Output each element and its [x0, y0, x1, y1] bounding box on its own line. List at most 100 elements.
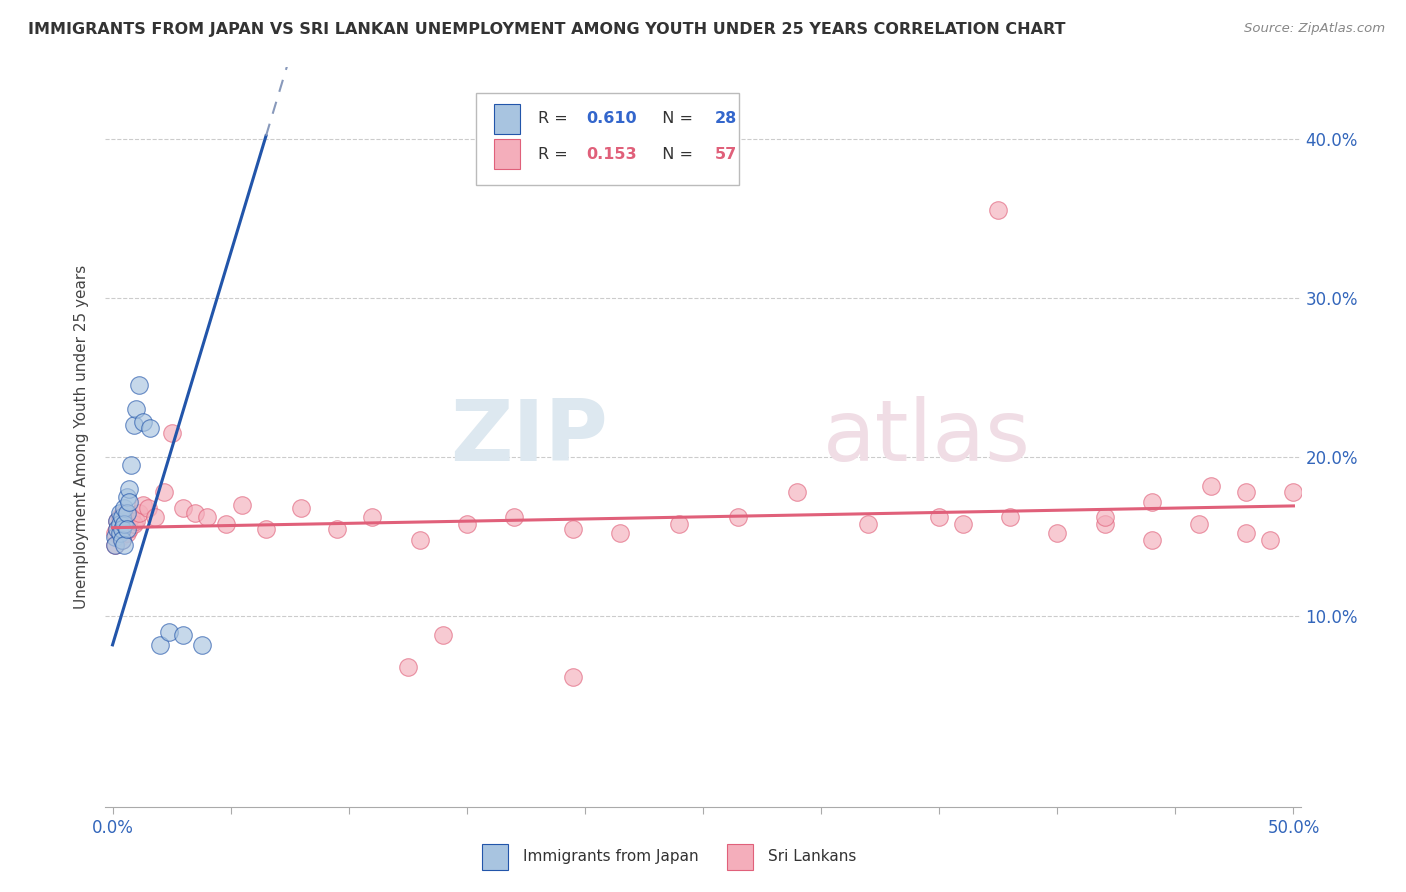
Point — [396, 660, 419, 674]
Point — [952, 516, 974, 531]
Point — [112, 516, 135, 531]
Point — [118, 522, 141, 536]
Point — [125, 402, 148, 417]
Text: R =: R = — [538, 147, 574, 161]
Point — [1094, 510, 1116, 524]
Point — [120, 510, 142, 524]
Point — [115, 506, 138, 520]
Point — [118, 482, 141, 496]
Point — [108, 526, 131, 541]
FancyBboxPatch shape — [475, 93, 740, 186]
Text: 0.610: 0.610 — [586, 112, 637, 127]
Point — [609, 526, 631, 541]
Point — [120, 458, 142, 472]
Point — [1046, 526, 1069, 541]
Point — [108, 510, 131, 524]
Point — [122, 418, 145, 433]
Point — [115, 490, 138, 504]
Point — [128, 378, 150, 392]
Point — [987, 203, 1010, 218]
Point — [157, 625, 180, 640]
Point — [562, 522, 585, 536]
Point — [172, 628, 194, 642]
Point — [104, 537, 127, 551]
Point — [111, 533, 134, 547]
Point — [858, 516, 880, 531]
Text: ZIP: ZIP — [450, 395, 607, 479]
Point — [104, 537, 127, 551]
Point — [361, 510, 384, 524]
Point — [132, 415, 155, 429]
Text: atlas: atlas — [823, 395, 1031, 479]
Bar — [494, 104, 520, 134]
Point — [125, 514, 148, 528]
Text: N =: N = — [651, 147, 697, 161]
Point — [184, 506, 207, 520]
Text: Sri Lankans: Sri Lankans — [768, 849, 856, 864]
Point — [1234, 526, 1257, 541]
Point — [105, 522, 128, 536]
Point — [1188, 516, 1211, 531]
Text: 0.153: 0.153 — [586, 147, 637, 161]
Point — [108, 516, 131, 531]
Point — [1199, 478, 1222, 492]
Point — [104, 526, 127, 541]
Point — [108, 530, 131, 544]
Point — [111, 522, 134, 536]
Text: R =: R = — [538, 112, 574, 127]
Point — [456, 516, 478, 531]
Point — [1094, 516, 1116, 531]
Point — [115, 526, 138, 541]
Point — [105, 522, 128, 536]
Point — [998, 510, 1021, 524]
Point — [290, 500, 312, 515]
Point — [562, 670, 585, 684]
Point — [254, 522, 277, 536]
Point — [191, 638, 214, 652]
Point — [139, 421, 162, 435]
Point — [115, 522, 138, 536]
Point — [112, 500, 135, 515]
Point — [1282, 485, 1305, 500]
Point — [215, 516, 238, 531]
Point — [1258, 533, 1281, 547]
Y-axis label: Unemployment Among Youth under 25 years: Unemployment Among Youth under 25 years — [75, 265, 90, 609]
Text: IMMIGRANTS FROM JAPAN VS SRI LANKAN UNEMPLOYMENT AMONG YOUTH UNDER 25 YEARS CORR: IMMIGRANTS FROM JAPAN VS SRI LANKAN UNEM… — [28, 22, 1066, 37]
Point — [503, 510, 526, 524]
Point — [112, 516, 135, 531]
Point — [111, 522, 134, 536]
Point — [668, 516, 690, 531]
Point — [195, 510, 218, 524]
Text: Source: ZipAtlas.com: Source: ZipAtlas.com — [1244, 22, 1385, 36]
Point — [727, 510, 749, 524]
Point — [786, 485, 808, 500]
Point — [928, 510, 950, 524]
Point — [111, 510, 134, 524]
Bar — [727, 844, 754, 871]
Point — [104, 530, 127, 544]
Text: N =: N = — [651, 112, 697, 127]
Point — [153, 485, 176, 500]
Point — [160, 426, 183, 441]
Point — [128, 506, 150, 520]
Bar — [482, 844, 508, 871]
Point — [132, 498, 155, 512]
Point — [112, 506, 135, 520]
Point — [432, 628, 454, 642]
Point — [118, 494, 141, 508]
Point — [172, 500, 194, 515]
Text: 57: 57 — [716, 147, 737, 161]
Point — [149, 638, 172, 652]
Point — [408, 533, 430, 547]
Point — [108, 506, 131, 520]
Point — [122, 516, 145, 531]
Point — [136, 500, 159, 515]
Point — [112, 537, 135, 551]
Bar — [494, 139, 520, 169]
Point — [105, 514, 128, 528]
Point — [143, 510, 166, 524]
Point — [1140, 533, 1163, 547]
Text: 28: 28 — [716, 112, 737, 127]
Point — [105, 514, 128, 528]
Point — [231, 498, 253, 512]
